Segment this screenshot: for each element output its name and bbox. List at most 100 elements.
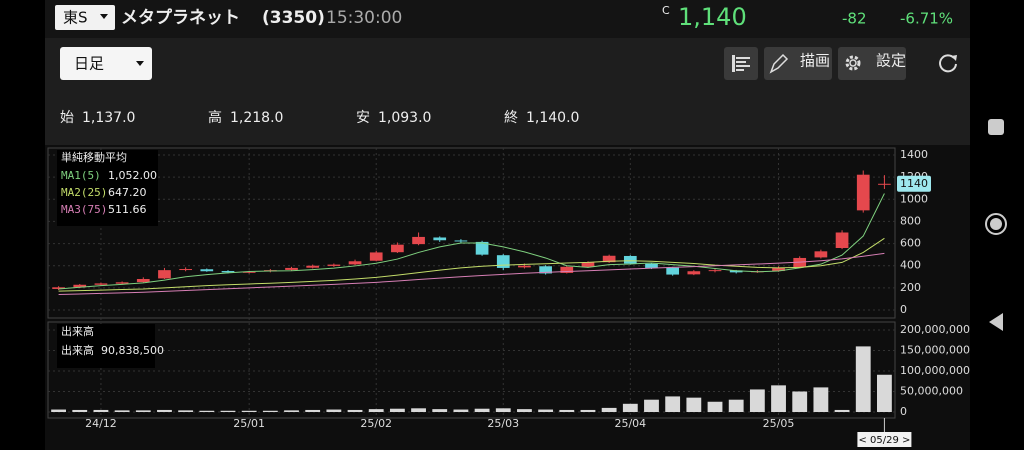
nav-home[interactable] <box>985 213 1007 235</box>
volume-bar <box>453 409 469 412</box>
volume-bar <box>411 408 426 412</box>
volume-legend-name: 出来高 <box>61 343 94 357</box>
ma-line <box>58 237 885 292</box>
volume-bar <box>72 409 88 412</box>
candle-body <box>602 255 616 263</box>
candle-body <box>878 183 891 185</box>
volume-bar <box>135 410 151 412</box>
y-tick-label: 0 <box>900 303 907 316</box>
candle-body <box>348 261 362 265</box>
nav-recents[interactable] <box>988 119 1004 135</box>
y-tick-label: 1400 <box>900 148 928 161</box>
x-tick-label: 25/01 <box>233 417 265 430</box>
volume-bar <box>326 409 342 412</box>
ohlc-label: 始 <box>60 110 74 126</box>
candle-body <box>433 237 447 241</box>
volume-bar <box>347 409 363 412</box>
market-select[interactable] <box>55 5 115 30</box>
period-select[interactable] <box>60 47 152 80</box>
candle-body <box>814 251 828 258</box>
legend-name: MA1(5) <box>61 169 101 182</box>
dropdown-arrow <box>100 14 108 19</box>
price-tag-bg <box>897 175 931 192</box>
draw-button[interactable]: 描画 <box>764 47 832 80</box>
candle-body <box>73 284 87 288</box>
y-tick-label: 1000 <box>900 192 928 205</box>
refresh-icon[interactable] <box>939 54 957 73</box>
y2-tick-label: 0 <box>900 405 907 418</box>
price-panel <box>47 147 896 319</box>
stock-code: (3350) <box>262 8 325 28</box>
candle-body <box>136 279 150 283</box>
period: 日足 <box>74 55 104 73</box>
volume-bar <box>749 389 765 412</box>
button-bg <box>764 47 832 80</box>
candle-body <box>221 271 235 273</box>
volume-bar <box>199 410 215 412</box>
volume-bar <box>517 409 532 412</box>
legend-value: 511.66 <box>108 203 147 216</box>
cursor-label: < 05/29 > <box>858 435 910 446</box>
candle-body <box>94 283 108 285</box>
price-tag: 1140 <box>900 177 928 190</box>
volume-bar <box>474 408 490 412</box>
volume-bar <box>580 409 596 412</box>
x-tick-label: 25/05 <box>763 417 795 430</box>
x-tick-label: 25/03 <box>487 417 519 430</box>
price-flag: C <box>662 4 670 17</box>
volume-bar <box>51 409 66 412</box>
y-tick-label: 800 <box>900 214 921 227</box>
button-bg <box>838 47 906 80</box>
volume-bar <box>305 409 321 412</box>
volume-bar <box>262 410 278 412</box>
y-tick-label: 400 <box>900 259 921 272</box>
volume-bar <box>644 399 659 412</box>
marks <box>51 170 892 412</box>
x-tick-label: 25/04 <box>614 417 646 430</box>
price: 1,140 <box>678 3 747 31</box>
header-bar <box>45 0 970 38</box>
volume-bar <box>495 408 511 412</box>
volume-panel <box>47 321 896 419</box>
volume-bar <box>241 410 257 412</box>
candle-body <box>708 270 722 272</box>
candle-body <box>729 270 743 273</box>
ohlc-value: 1,140.0 <box>526 110 579 126</box>
settings-button[interactable]: 設定 <box>838 47 906 80</box>
dropdown-arrow <box>136 61 144 66</box>
draw-label: 描画 <box>800 52 830 70</box>
gear-icon <box>845 55 861 71</box>
volume-bar <box>834 409 850 412</box>
ohlc-label: 高 <box>208 109 222 126</box>
candle-body <box>560 266 574 273</box>
candle-body <box>518 265 531 268</box>
volume-bar <box>284 410 299 412</box>
volume-bar <box>178 410 194 412</box>
x-tick-label: 24/12 <box>85 417 117 430</box>
legend-name: MA2(25) <box>61 186 107 199</box>
volume-bar <box>728 399 744 412</box>
candle-body <box>623 255 637 264</box>
candle-body <box>475 241 489 255</box>
ohlc-value: 1,093.0 <box>378 110 431 126</box>
candle-body <box>369 252 383 261</box>
pencil-icon <box>769 53 789 74</box>
nav-home-dot <box>990 218 1002 230</box>
y2-tick-label: 100,000,000 <box>900 364 970 377</box>
volume-bar <box>538 409 554 412</box>
indicator-icon <box>732 55 750 72</box>
nav-back[interactable] <box>989 313 1003 331</box>
volume-bar <box>601 407 617 412</box>
ma-line <box>58 193 885 290</box>
candle-body <box>179 269 192 271</box>
indicator-button[interactable] <box>724 47 758 80</box>
candle-body <box>539 266 552 274</box>
legend-value: 647.20 <box>108 186 147 199</box>
volume-bar <box>665 396 681 412</box>
y2-tick-label: 150,000,000 <box>900 344 970 357</box>
candle-body <box>454 240 468 242</box>
candle-body <box>200 269 214 272</box>
